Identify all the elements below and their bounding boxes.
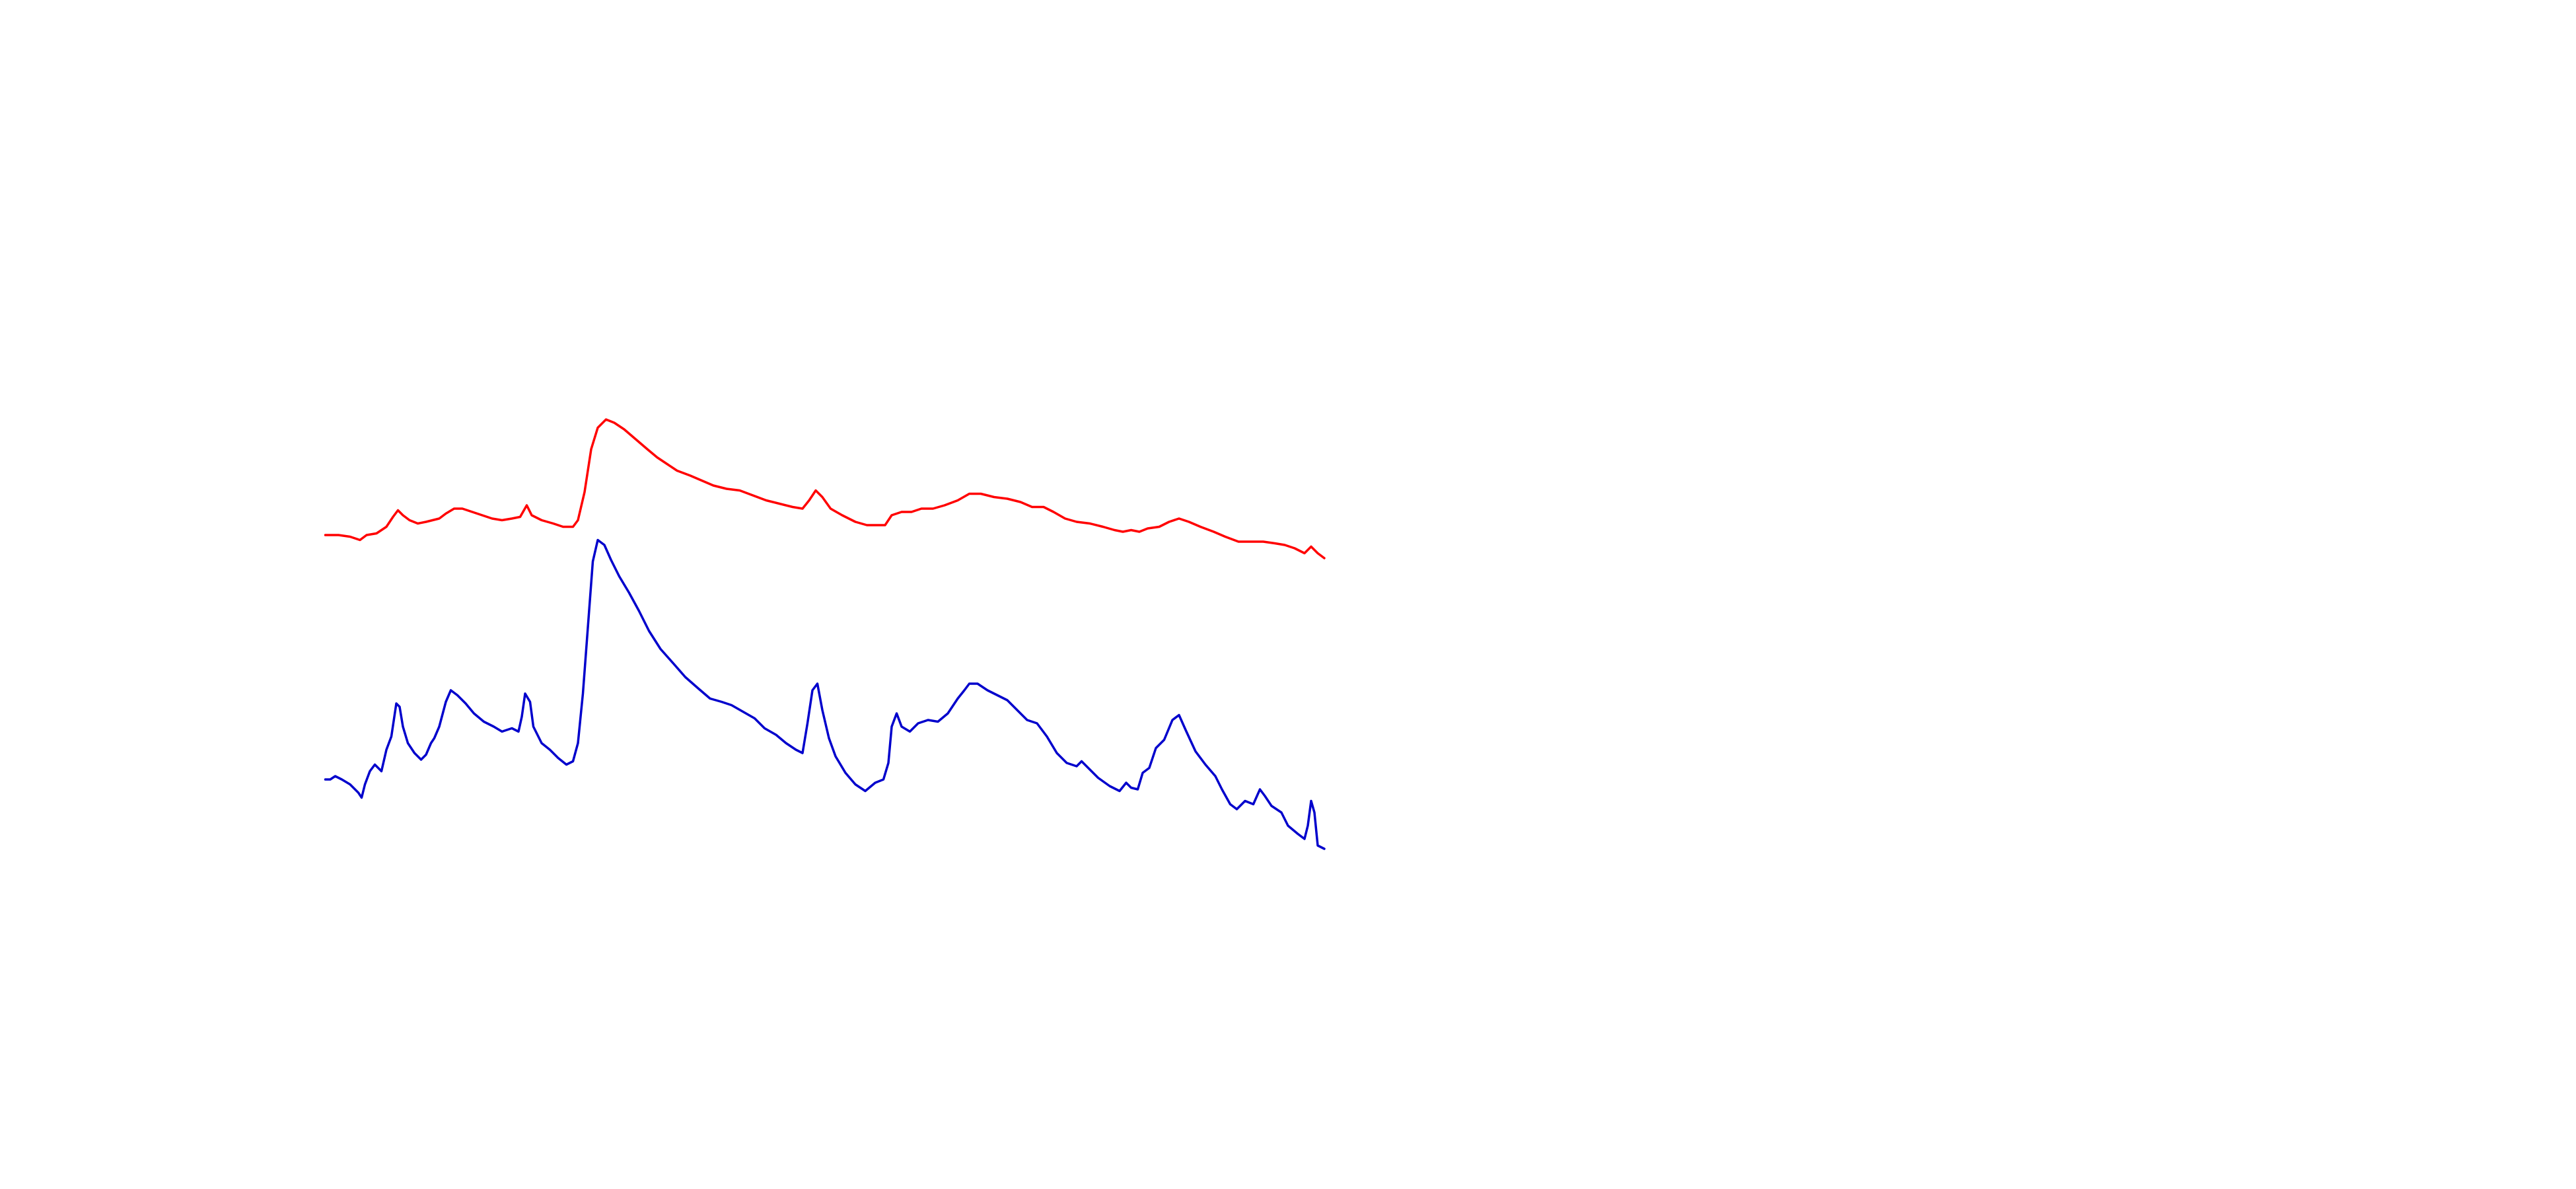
line-series	[324, 418, 1326, 559]
line-series	[324, 538, 1326, 850]
